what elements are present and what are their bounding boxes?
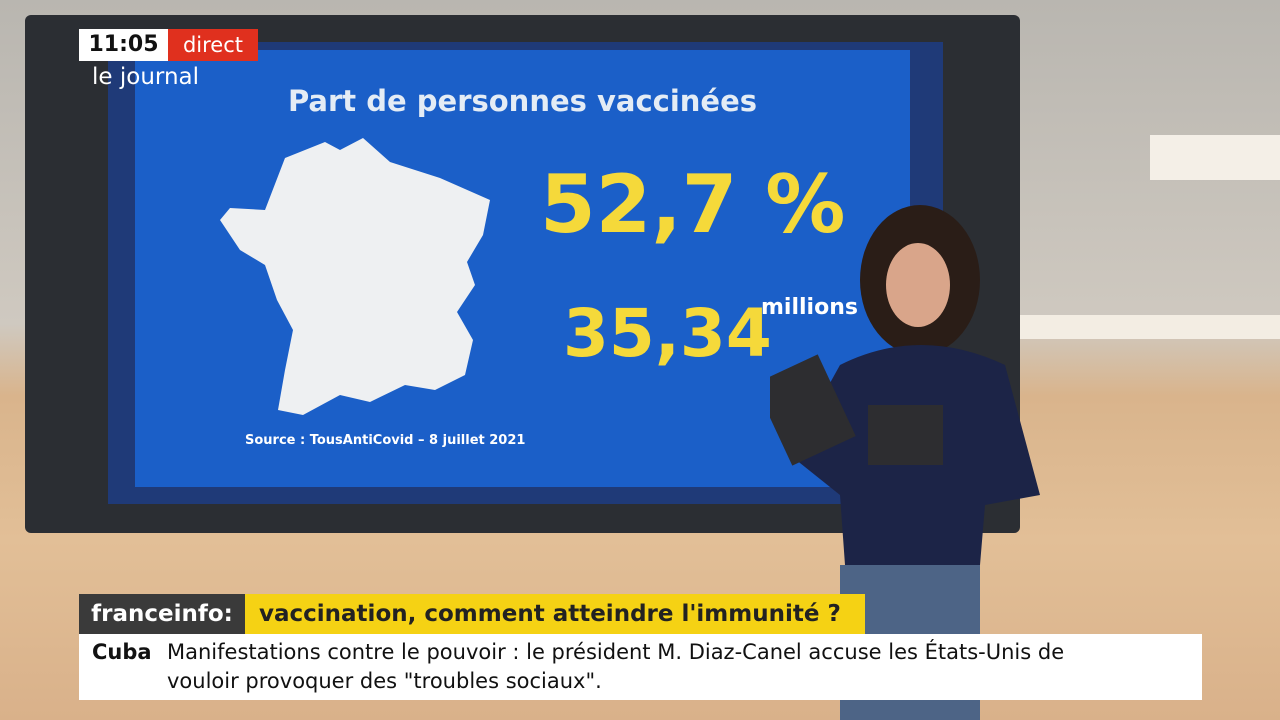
clock: 11:05 bbox=[79, 29, 168, 61]
brand: franceinfo: bbox=[79, 594, 245, 634]
map-shape bbox=[220, 138, 490, 415]
studio-shelf bbox=[1020, 315, 1280, 339]
vaccinated-share: 52,7 % bbox=[540, 158, 846, 251]
vaccinated-count: 35,34 bbox=[563, 295, 772, 372]
source-note: Source : TousAntiCovid – 8 juillet 2021 bbox=[245, 433, 526, 448]
ticker: Cuba Manifestations contre le pouvoir : … bbox=[79, 634, 1202, 700]
live-badge: direct bbox=[168, 29, 258, 61]
ticker-topic: Cuba bbox=[92, 640, 152, 664]
screen-title: Part de personnes vaccinées bbox=[287, 84, 758, 118]
france-map bbox=[220, 138, 490, 415]
ticker-line: vouloir provoquer des "troubles sociaux"… bbox=[167, 669, 602, 693]
ticker-line: Manifestations contre le pouvoir : le pr… bbox=[167, 640, 1065, 664]
program-name: le journal bbox=[92, 64, 200, 90]
count-unit: millions bbox=[761, 295, 858, 320]
headline: vaccination, comment atteindre l'immunit… bbox=[245, 594, 865, 634]
studio-light bbox=[1150, 135, 1280, 180]
